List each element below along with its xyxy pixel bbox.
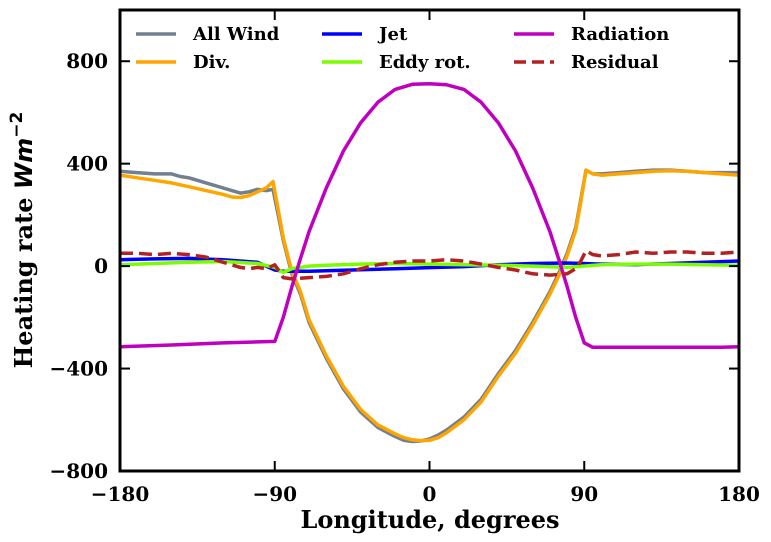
legend-label: Radiation [571, 24, 669, 45]
legend: All Wind Div. Jet Eddy rot. Radiation Residua… [136, 24, 669, 73]
legend-item: All Wind [136, 24, 280, 45]
x-tick-label: 180 [718, 482, 760, 506]
x-tick-label: −180 [91, 482, 150, 506]
y-tick-label: 800 [66, 49, 108, 73]
series-line-radiation [120, 82, 739, 350]
legend-label: Div. [193, 52, 230, 73]
y-tick-label: 0 [94, 254, 108, 278]
x-tick-label: 0 [423, 482, 437, 506]
series-line-residual [120, 248, 739, 281]
legend-item: Eddy rot. [322, 52, 471, 73]
series-layer [120, 82, 739, 444]
legend-item: Div. [136, 52, 230, 73]
x-tick-label: −90 [252, 482, 297, 506]
legend-label: Eddy rot. [379, 52, 471, 73]
series-line-div [120, 168, 739, 443]
y-tick-label: 400 [66, 152, 108, 176]
legend-label: All Wind [192, 24, 280, 45]
plot-frame [118, 8, 741, 473]
legend-item: Jet [322, 24, 408, 45]
y-axis-title-text: Heating rate [9, 189, 38, 368]
x-axis-title: Longitude, degrees [300, 505, 559, 534]
ticks-layer: −180 −90 0 90 180 −800 −400 0 400 800 [49, 10, 760, 506]
legend-item: Residual [514, 52, 659, 73]
y-tick-label: −800 [49, 459, 108, 483]
legend-label: Residual [571, 52, 659, 73]
series-line-all-wind [120, 168, 739, 444]
legend-label: Jet [377, 24, 408, 45]
y-axis-title-exponent: −2 [7, 112, 27, 138]
y-axis-title: Heating rate Wm−2 [7, 112, 38, 369]
y-axis-title-unit: Wm [10, 138, 38, 189]
legend-item: Radiation [514, 24, 669, 45]
x-tick-label: 90 [570, 482, 598, 506]
y-tick-label: −400 [49, 357, 108, 381]
